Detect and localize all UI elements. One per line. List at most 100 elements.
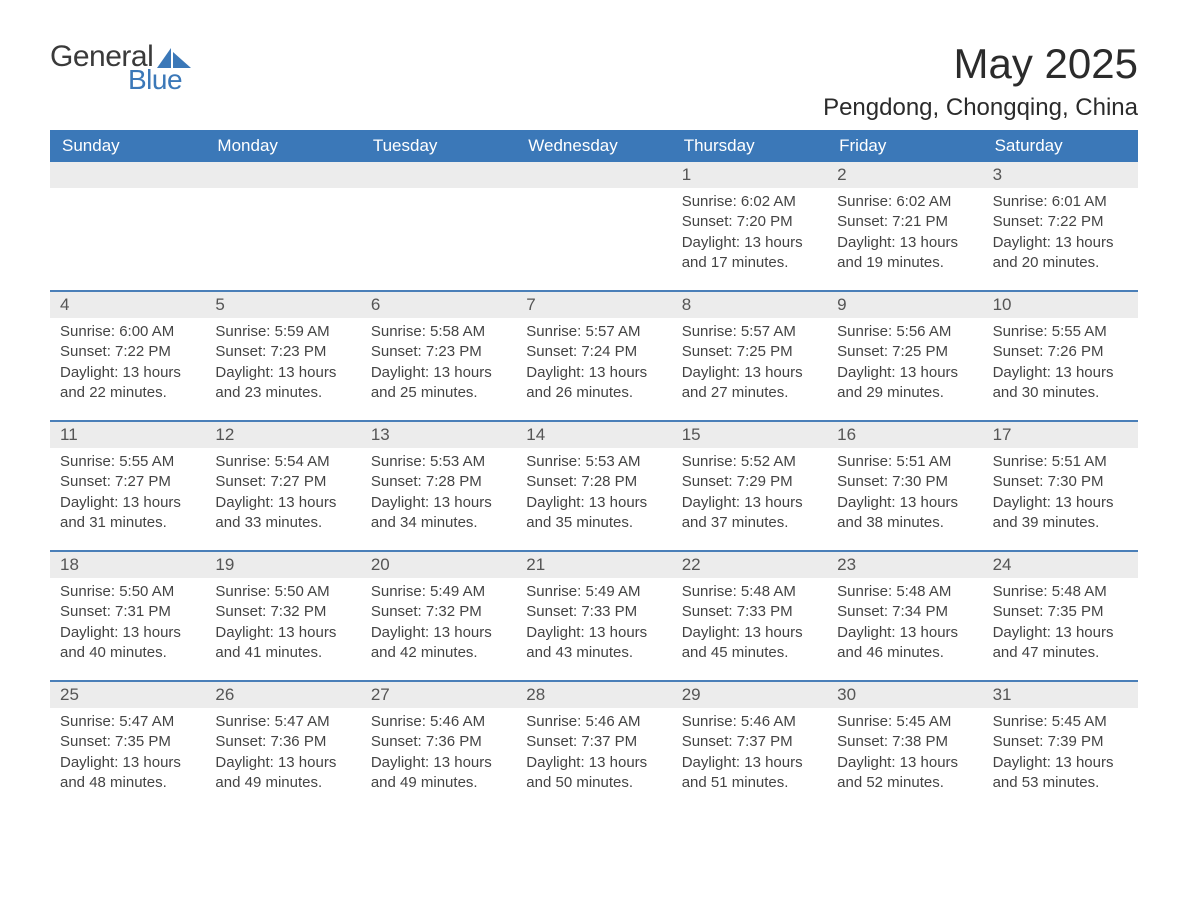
sunrise-line: Sunrise: 5:51 AM [837, 452, 972, 472]
day-number: 25 [50, 682, 205, 708]
day-number: 15 [672, 422, 827, 448]
logo-sail-icon [157, 46, 191, 68]
day-number: 26 [205, 682, 360, 708]
sunrise-line: Sunrise: 5:53 AM [526, 452, 661, 472]
calendar: SundayMondayTuesdayWednesdayThursdayFrid… [50, 130, 1138, 810]
daylight-line: Daylight: 13 hours and 39 minutes. [993, 493, 1128, 534]
day-number: 29 [672, 682, 827, 708]
day-cell: 12Sunrise: 5:54 AMSunset: 7:27 PMDayligh… [205, 422, 360, 550]
sunrise-line: Sunrise: 5:47 AM [215, 712, 350, 732]
day-number: 8 [672, 292, 827, 318]
day-cell: 10Sunrise: 5:55 AMSunset: 7:26 PMDayligh… [983, 292, 1138, 420]
sunset-line: Sunset: 7:37 PM [682, 732, 817, 752]
sunset-line: Sunset: 7:27 PM [60, 472, 195, 492]
sunrise-line: Sunrise: 5:49 AM [526, 582, 661, 602]
daylight-line: Daylight: 13 hours and 25 minutes. [371, 363, 506, 404]
day-body: Sunrise: 5:46 AMSunset: 7:37 PMDaylight:… [672, 708, 827, 799]
day-body: Sunrise: 5:57 AMSunset: 7:24 PMDaylight:… [516, 318, 671, 409]
sunset-line: Sunset: 7:36 PM [215, 732, 350, 752]
day-body: Sunrise: 5:46 AMSunset: 7:37 PMDaylight:… [516, 708, 671, 799]
sunset-line: Sunset: 7:23 PM [215, 342, 350, 362]
sunrise-line: Sunrise: 5:55 AM [993, 322, 1128, 342]
day-body: Sunrise: 5:48 AMSunset: 7:34 PMDaylight:… [827, 578, 982, 669]
day-cell: 13Sunrise: 5:53 AMSunset: 7:28 PMDayligh… [361, 422, 516, 550]
sunset-line: Sunset: 7:23 PM [371, 342, 506, 362]
sunrise-line: Sunrise: 5:58 AM [371, 322, 506, 342]
day-number: 1 [672, 162, 827, 188]
day-cell: 7Sunrise: 5:57 AMSunset: 7:24 PMDaylight… [516, 292, 671, 420]
day-body: Sunrise: 5:48 AMSunset: 7:35 PMDaylight:… [983, 578, 1138, 669]
brand-word-2: Blue [128, 64, 182, 96]
day-cell: 1Sunrise: 6:02 AMSunset: 7:20 PMDaylight… [672, 162, 827, 290]
daylight-line: Daylight: 13 hours and 40 minutes. [60, 623, 195, 664]
day-number: 5 [205, 292, 360, 318]
day-cell: 20Sunrise: 5:49 AMSunset: 7:32 PMDayligh… [361, 552, 516, 680]
day-number: 17 [983, 422, 1138, 448]
sunset-line: Sunset: 7:29 PM [682, 472, 817, 492]
sunrise-line: Sunrise: 5:46 AM [371, 712, 506, 732]
day-body: Sunrise: 5:47 AMSunset: 7:35 PMDaylight:… [50, 708, 205, 799]
day-cell [361, 162, 516, 290]
day-body: Sunrise: 5:50 AMSunset: 7:32 PMDaylight:… [205, 578, 360, 669]
sunset-line: Sunset: 7:34 PM [837, 602, 972, 622]
sunset-line: Sunset: 7:20 PM [682, 212, 817, 232]
day-body: Sunrise: 5:47 AMSunset: 7:36 PMDaylight:… [205, 708, 360, 799]
sunset-line: Sunset: 7:35 PM [993, 602, 1128, 622]
day-cell: 22Sunrise: 5:48 AMSunset: 7:33 PMDayligh… [672, 552, 827, 680]
sunrise-line: Sunrise: 5:49 AM [371, 582, 506, 602]
sunset-line: Sunset: 7:37 PM [526, 732, 661, 752]
day-number: 12 [205, 422, 360, 448]
day-number: 16 [827, 422, 982, 448]
sunset-line: Sunset: 7:28 PM [371, 472, 506, 492]
dow-cell: Wednesday [516, 130, 671, 162]
daylight-line: Daylight: 13 hours and 20 minutes. [993, 233, 1128, 274]
sunset-line: Sunset: 7:30 PM [993, 472, 1128, 492]
day-body: Sunrise: 5:57 AMSunset: 7:25 PMDaylight:… [672, 318, 827, 409]
day-body: Sunrise: 5:53 AMSunset: 7:28 PMDaylight:… [361, 448, 516, 539]
page-header: General Blue May 2025 Pengdong, Chongqin… [50, 40, 1138, 122]
day-number: 24 [983, 552, 1138, 578]
sunrise-line: Sunrise: 5:55 AM [60, 452, 195, 472]
day-body: Sunrise: 5:50 AMSunset: 7:31 PMDaylight:… [50, 578, 205, 669]
sunrise-line: Sunrise: 5:53 AM [371, 452, 506, 472]
day-body: Sunrise: 5:56 AMSunset: 7:25 PMDaylight:… [827, 318, 982, 409]
day-number [205, 162, 360, 188]
sunset-line: Sunset: 7:22 PM [60, 342, 195, 362]
sunrise-line: Sunrise: 5:51 AM [993, 452, 1128, 472]
sunset-line: Sunset: 7:21 PM [837, 212, 972, 232]
daylight-line: Daylight: 13 hours and 49 minutes. [371, 753, 506, 794]
sunrise-line: Sunrise: 5:56 AM [837, 322, 972, 342]
day-cell: 5Sunrise: 5:59 AMSunset: 7:23 PMDaylight… [205, 292, 360, 420]
day-of-week-header: SundayMondayTuesdayWednesdayThursdayFrid… [50, 130, 1138, 162]
week-row: 4Sunrise: 6:00 AMSunset: 7:22 PMDaylight… [50, 290, 1138, 420]
sunset-line: Sunset: 7:24 PM [526, 342, 661, 362]
dow-cell: Thursday [672, 130, 827, 162]
daylight-line: Daylight: 13 hours and 30 minutes. [993, 363, 1128, 404]
day-body: Sunrise: 5:45 AMSunset: 7:39 PMDaylight:… [983, 708, 1138, 799]
day-cell: 30Sunrise: 5:45 AMSunset: 7:38 PMDayligh… [827, 682, 982, 810]
daylight-line: Daylight: 13 hours and 23 minutes. [215, 363, 350, 404]
weeks-container: 1Sunrise: 6:02 AMSunset: 7:20 PMDaylight… [50, 162, 1138, 810]
daylight-line: Daylight: 13 hours and 22 minutes. [60, 363, 195, 404]
day-body: Sunrise: 5:46 AMSunset: 7:36 PMDaylight:… [361, 708, 516, 799]
week-row: 11Sunrise: 5:55 AMSunset: 7:27 PMDayligh… [50, 420, 1138, 550]
day-cell [516, 162, 671, 290]
daylight-line: Daylight: 13 hours and 31 minutes. [60, 493, 195, 534]
day-body: Sunrise: 5:55 AMSunset: 7:26 PMDaylight:… [983, 318, 1138, 409]
sunset-line: Sunset: 7:35 PM [60, 732, 195, 752]
daylight-line: Daylight: 13 hours and 33 minutes. [215, 493, 350, 534]
day-cell: 2Sunrise: 6:02 AMSunset: 7:21 PMDaylight… [827, 162, 982, 290]
day-number: 23 [827, 552, 982, 578]
day-body: Sunrise: 5:54 AMSunset: 7:27 PMDaylight:… [205, 448, 360, 539]
dow-cell: Monday [205, 130, 360, 162]
day-number: 20 [361, 552, 516, 578]
sunset-line: Sunset: 7:31 PM [60, 602, 195, 622]
sunset-line: Sunset: 7:38 PM [837, 732, 972, 752]
day-body: Sunrise: 5:53 AMSunset: 7:28 PMDaylight:… [516, 448, 671, 539]
sunrise-line: Sunrise: 5:50 AM [215, 582, 350, 602]
day-number: 9 [827, 292, 982, 318]
day-cell: 3Sunrise: 6:01 AMSunset: 7:22 PMDaylight… [983, 162, 1138, 290]
daylight-line: Daylight: 13 hours and 34 minutes. [371, 493, 506, 534]
day-body: Sunrise: 5:52 AMSunset: 7:29 PMDaylight:… [672, 448, 827, 539]
sunset-line: Sunset: 7:28 PM [526, 472, 661, 492]
